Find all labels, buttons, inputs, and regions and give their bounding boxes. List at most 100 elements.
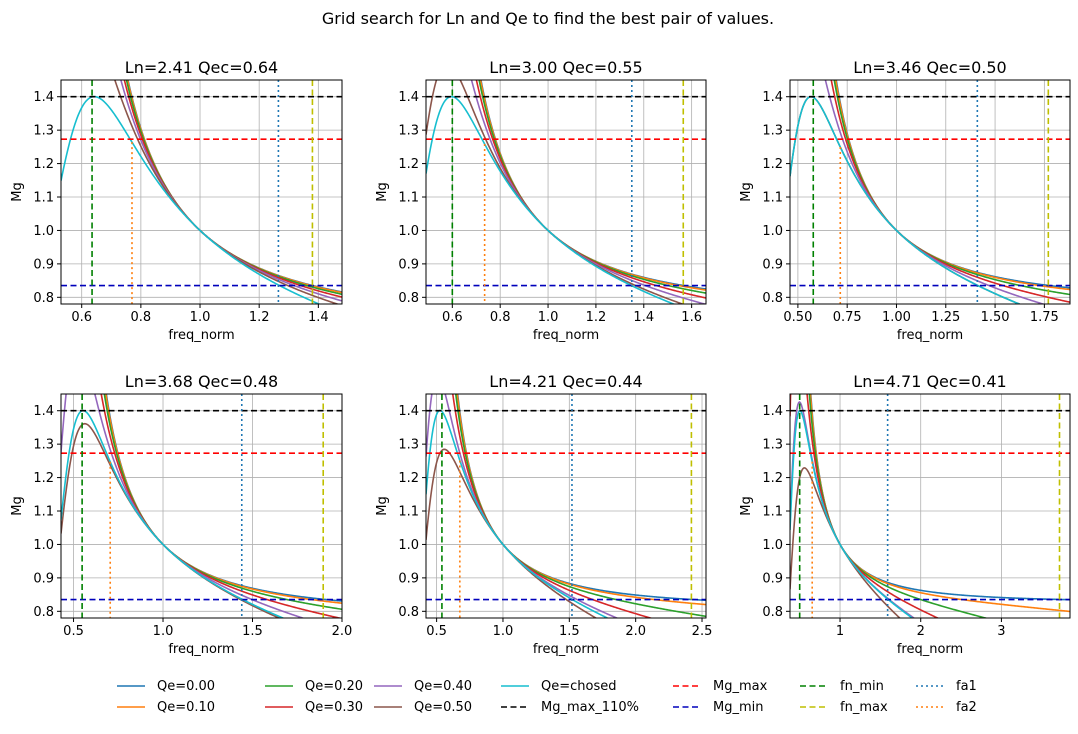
axes-frame: [789, 393, 1071, 619]
curve-qe-0.40: [790, 80, 1046, 304]
axes-frame: [425, 79, 707, 305]
curve-qe-0.20: [478, 80, 706, 294]
x-tick-label: 1.2: [249, 310, 270, 325]
x-axis-label: freq_norm: [168, 328, 234, 343]
y-tick-label: 0.8: [762, 605, 783, 620]
x-tick-label: 1.5: [559, 624, 580, 639]
y-tick-label: 1.3: [33, 438, 54, 453]
legend-label: Mg_min: [713, 700, 763, 715]
curve-qe-0.50: [790, 467, 901, 618]
y-tick-label: 1.4: [33, 404, 54, 419]
y-tick-label: 1.4: [762, 404, 783, 419]
x-tick-label: 1.00: [882, 310, 911, 325]
curve-qe-0.10: [126, 80, 342, 294]
plot-area: [790, 80, 1070, 304]
y-tick-label: 1.2: [33, 471, 54, 486]
y-tick-label: 1.3: [762, 438, 783, 453]
y-tick-label: 1.1: [762, 505, 783, 520]
y-tick-label: 1.0: [762, 224, 783, 239]
x-tick-label: 1: [836, 624, 844, 639]
curve-qe-0.40: [61, 394, 306, 618]
y-tick-label: 0.9: [762, 571, 783, 586]
y-tick-label: 1.3: [398, 438, 419, 453]
legend-label: fn_min: [840, 679, 884, 694]
grid: [61, 80, 342, 304]
curve-qe-chosed: [790, 95, 1022, 304]
legend: Qe=0.00 Qe=0.10 Qe=0.20 Qe=0.30 Qe=0.40 Qe=0.…: [117, 679, 977, 715]
x-tick-label: 2: [917, 624, 925, 639]
y-tick-label: 1.1: [398, 191, 419, 206]
plot-area: [61, 80, 342, 304]
x-tick-label: 1.50: [981, 310, 1010, 325]
x-tick-label: 3: [997, 624, 1005, 639]
legend-label: fa1: [956, 679, 977, 694]
legend-entry: fa2: [916, 700, 977, 715]
x-tick-label: 0.75: [833, 310, 862, 325]
x-tick-label: 0.6: [442, 310, 463, 325]
subplot-6: 1 2 3 0.8 0.9 1.0 1.1 1.2 1.3 1.4 Ln=4.71 Qec=0.41…: [739, 372, 1071, 657]
x-tick-label: 0.50: [783, 310, 812, 325]
y-tick-label: 1.4: [762, 90, 783, 105]
y-axis-label: Mg: [10, 182, 25, 201]
y-tick-label: 0.9: [33, 571, 54, 586]
curve-qe-0.20: [125, 80, 342, 296]
curve-qe-0.10: [105, 394, 342, 604]
legend-label: Qe=0.50: [414, 700, 472, 715]
axes-frame: [60, 393, 343, 619]
y-tick-label: 0.8: [398, 291, 419, 306]
curve-qe-chosed: [61, 409, 286, 618]
y-tick-label: 1.0: [398, 538, 419, 553]
subplot-4: 0.5 1.0 1.5 2.0 0.8 0.9 1.0 1.1 1.2 1.3 1.4 Ln=3.68…: [10, 372, 352, 657]
legend-entry: Mg_min: [673, 700, 763, 715]
x-tick-label: 1.0: [493, 624, 514, 639]
y-tick-label: 1.1: [33, 191, 54, 206]
y-tick-label: 1.4: [33, 90, 54, 105]
y-tick-label: 1.4: [398, 404, 419, 419]
y-tick-label: 1.2: [33, 157, 54, 172]
y-tick-label: 0.9: [762, 257, 783, 272]
y-axis-label: Mg: [739, 182, 754, 201]
subplot-title: Ln=3.00 Qec=0.55: [489, 58, 642, 77]
y-tick-label: 0.8: [33, 291, 54, 306]
legend-label: Qe=0.40: [414, 679, 472, 694]
plot-area: [426, 80, 706, 304]
y-tick-label: 1.0: [762, 538, 783, 553]
x-axis-label: freq_norm: [533, 642, 599, 657]
curve-qe-0.20: [833, 80, 1070, 296]
curve-qe-chosed: [426, 409, 610, 618]
y-axis-label: Mg: [10, 496, 25, 515]
x-axis-label: freq_norm: [533, 328, 599, 343]
legend-label: Mg_max: [713, 679, 768, 694]
curve-qe-chosed: [426, 95, 676, 304]
legend-entry: Qe=0.40: [374, 679, 472, 694]
legend-label: Qe=chosed: [541, 679, 617, 694]
y-tick-label: 1.3: [33, 124, 54, 139]
x-tick-label: 1.6: [681, 310, 702, 325]
x-tick-label: 1.4: [633, 310, 654, 325]
y-tick-label: 1.2: [762, 471, 783, 486]
y-axis-label: Mg: [375, 182, 390, 201]
y-tick-label: 0.9: [398, 571, 419, 586]
y-tick-label: 1.0: [33, 224, 54, 239]
legend-entry: Mg_max: [673, 679, 768, 694]
plot-area: [426, 394, 706, 618]
legend-label: Qe=0.00: [157, 679, 215, 694]
subplot-title: Ln=3.68 Qec=0.48: [125, 372, 278, 391]
y-tick-label: 1.4: [398, 90, 419, 105]
curve-qe-0.00: [835, 80, 1070, 289]
grid: [426, 80, 706, 304]
legend-entry: fn_min: [800, 679, 884, 694]
y-tick-label: 1.3: [762, 124, 783, 139]
y-tick-label: 1.2: [762, 157, 783, 172]
x-tick-label: 1.25: [931, 310, 960, 325]
axes-frame: [60, 79, 343, 305]
x-tick-label: 0.6: [71, 310, 92, 325]
curve-qe-0.20: [103, 394, 342, 611]
legend-entry: Mg_max_110%: [501, 700, 639, 715]
legend-entry: Qe=0.20: [265, 679, 363, 694]
curve-qe-0.20: [454, 394, 706, 618]
grid: [790, 80, 1070, 304]
x-axis-label: freq_norm: [897, 328, 963, 343]
legend-entry: Qe=0.50: [374, 700, 472, 715]
subplot-1: 0.6 0.8 1.0 1.2 1.4 0.8 0.9 1.0 1.1 1.2 1.3 1.4 Ln=2…: [10, 58, 343, 343]
